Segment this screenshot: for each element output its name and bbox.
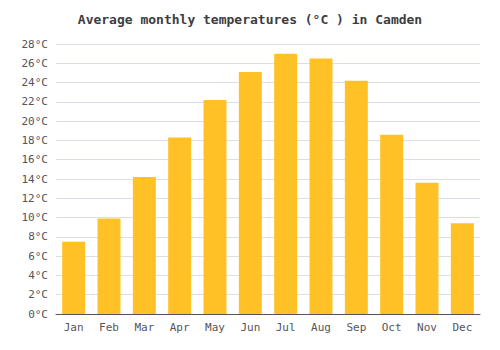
svg-text:14°C: 14°C: [22, 173, 49, 186]
svg-text:Jul: Jul: [276, 321, 296, 334]
svg-text:4°C: 4°C: [28, 269, 48, 282]
svg-text:8°C: 8°C: [28, 230, 48, 243]
svg-text:Feb: Feb: [99, 321, 119, 334]
svg-text:Oct: Oct: [382, 321, 402, 334]
svg-text:Apr: Apr: [170, 321, 190, 334]
svg-text:Nov: Nov: [417, 321, 437, 334]
svg-text:16°C: 16°C: [22, 153, 49, 166]
svg-text:2°C: 2°C: [28, 288, 48, 301]
svg-text:Mar: Mar: [134, 321, 154, 334]
svg-text:22°C: 22°C: [22, 95, 49, 108]
svg-text:Average monthly temperatures (: Average monthly temperatures (°C ) in Ca…: [78, 12, 422, 27]
svg-text:10°C: 10°C: [22, 211, 49, 224]
svg-text:24°C: 24°C: [22, 76, 49, 89]
svg-text:Jan: Jan: [64, 321, 84, 334]
svg-text:Aug: Aug: [311, 321, 331, 334]
svg-text:6°C: 6°C: [28, 250, 48, 263]
svg-text:18°C: 18°C: [22, 134, 49, 147]
svg-text:0°C: 0°C: [28, 308, 48, 321]
svg-text:20°C: 20°C: [22, 115, 49, 128]
svg-text:12°C: 12°C: [22, 192, 49, 205]
svg-text:Dec: Dec: [452, 321, 472, 334]
svg-text:May: May: [205, 321, 225, 334]
svg-text:Jun: Jun: [240, 321, 260, 334]
svg-text:Sep: Sep: [346, 321, 366, 334]
svg-text:28°C: 28°C: [22, 38, 49, 51]
svg-text:26°C: 26°C: [22, 57, 49, 70]
